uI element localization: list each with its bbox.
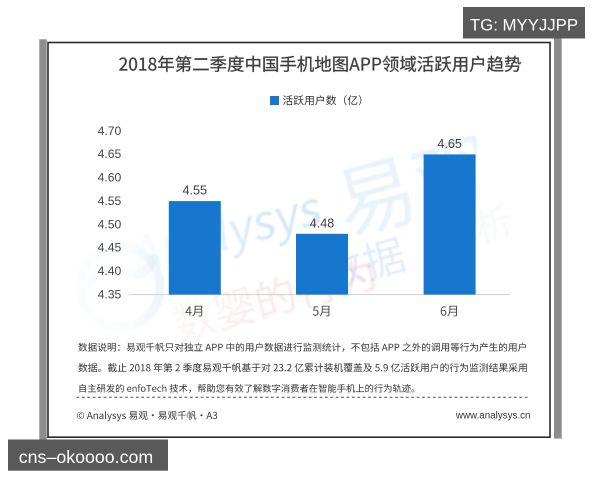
svg-text:4.70: 4.70	[98, 124, 122, 138]
svg-text:www.analysys.cn: www.analysys.cn	[455, 410, 531, 421]
svg-text:4.48: 4.48	[310, 216, 335, 230]
svg-text:cns–okoooo.com: cns–okoooo.com	[19, 447, 153, 467]
svg-text:4.50: 4.50	[98, 217, 122, 231]
svg-text:4.60: 4.60	[98, 171, 122, 185]
svg-text:4.65: 4.65	[98, 147, 122, 161]
svg-text:4.45: 4.45	[98, 241, 122, 255]
svg-text:4.65: 4.65	[437, 137, 462, 151]
svg-text:4.35: 4.35	[98, 287, 122, 301]
svg-text:TG: MYYJJPP: TG: MYYJJPP	[470, 15, 578, 34]
svg-text:4.55: 4.55	[183, 184, 208, 198]
svg-text:4.55: 4.55	[98, 194, 122, 208]
svg-text:4.40: 4.40	[98, 264, 122, 278]
